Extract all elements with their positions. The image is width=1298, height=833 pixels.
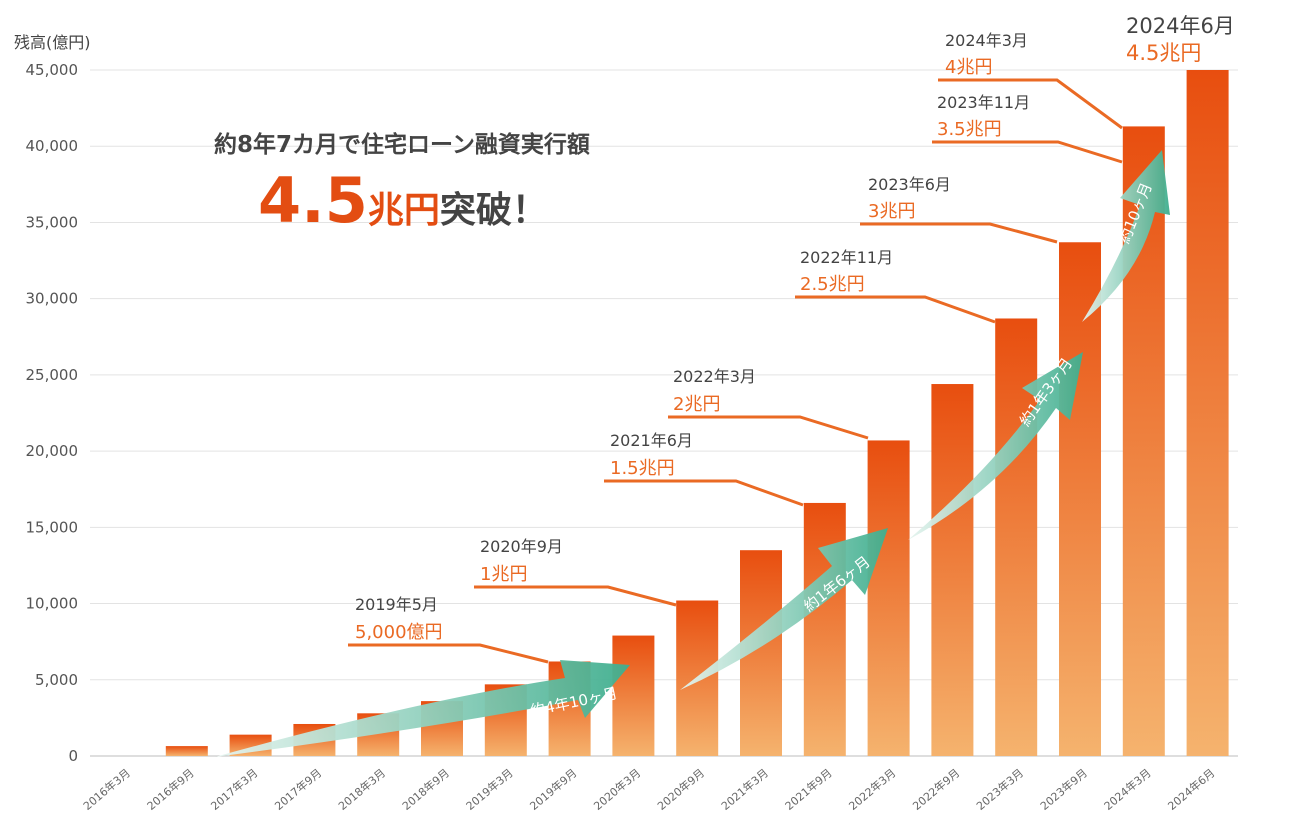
- milestone-leader-line: [348, 643, 549, 664]
- milestone-amount: 5,000億円: [355, 622, 443, 643]
- milestone-amount: 1兆円: [480, 564, 527, 585]
- milestone-leader-line: [932, 140, 1123, 164]
- interval-arrow: [215, 660, 630, 757]
- milestone-date: 2020年9月: [480, 537, 563, 556]
- y-tick-label: 30,000: [26, 290, 79, 308]
- y-tick-label: 0: [68, 747, 78, 765]
- milestone-date: 2022年11月: [800, 248, 893, 267]
- y-axis-label: 残高(億円): [14, 33, 91, 52]
- milestone-date: 2023年6月: [868, 175, 951, 194]
- milestone-date: 2024年3月: [945, 31, 1028, 50]
- y-tick-label: 45,000: [26, 61, 79, 79]
- milestone-date: 2023年11月: [937, 93, 1030, 112]
- final-milestone-amount: 4.5兆円: [1126, 41, 1201, 65]
- milestone-amount: 1.5兆円: [610, 458, 675, 479]
- y-tick-label: 10,000: [26, 595, 79, 613]
- milestone-leaders: 2019年5月 5,000億円 2020年9月 1兆円 2021年6月 1.5兆円 2022…: [348, 31, 1123, 664]
- headline-unit: 兆円: [368, 190, 440, 231]
- gridlines: 0 5,000 10,000 15,000 20,000 25,000 30,000 35,0…: [26, 61, 1238, 765]
- y-tick-label: 20,000: [26, 442, 79, 460]
- x-tick-label: 2020年3月: [591, 766, 644, 813]
- y-tick-label: 15,000: [26, 518, 79, 536]
- bar: [1186, 70, 1229, 756]
- milestone-leader-line: [604, 479, 804, 507]
- bar: [867, 440, 910, 756]
- milestone-leader-line: [938, 78, 1123, 130]
- milestone-amount: 2兆円: [673, 394, 720, 415]
- x-tick-label: 2020年9月: [654, 766, 707, 813]
- bar: [931, 384, 974, 756]
- y-tick-label: 40,000: [26, 137, 79, 155]
- y-tick-label: 5,000: [35, 671, 78, 689]
- milestone-amount: 3兆円: [868, 201, 915, 222]
- milestone-amount: 3.5兆円: [937, 119, 1002, 140]
- milestone-leader-line: [668, 415, 869, 440]
- x-tick-label: 2018年9月: [399, 766, 452, 813]
- headline-line1: 約8年7カ月で住宅ローン融資実行額: [214, 131, 590, 158]
- x-tick-label: 2017年9月: [272, 766, 325, 813]
- x-tick-label: 2017年3月: [208, 766, 261, 813]
- x-tick-label: 2024年6月: [1165, 766, 1218, 813]
- headline-number: 4.5: [258, 164, 368, 237]
- final-milestone-date: 2024年6月: [1126, 14, 1235, 38]
- x-tick-label: 2021年9月: [782, 766, 835, 813]
- y-tick-label: 35,000: [26, 213, 79, 231]
- milestone-amount: 4兆円: [945, 57, 992, 78]
- x-tick-label: 2019年3月: [463, 766, 516, 813]
- svg-text:4.5兆円突破！: 4.5兆円突破！: [258, 164, 548, 237]
- x-tick-label: 2024年3月: [1101, 766, 1154, 813]
- headline: 約8年7カ月で住宅ローン融資実行額 4.5兆円突破！: [214, 131, 590, 237]
- x-axis-labels: 2016年3月 2016年9月 2017年3月 2017年9月 2018年3月 2018年…: [80, 766, 1217, 813]
- headline-suffix: 突破！: [440, 190, 548, 231]
- bar: [803, 502, 846, 756]
- x-tick-label: 2023年3月: [973, 766, 1026, 813]
- bar: [612, 635, 655, 756]
- milestone-date: 2021年6月: [610, 431, 693, 450]
- y-tick-label: 25,000: [26, 366, 79, 384]
- milestone-leader-line: [474, 585, 677, 607]
- x-tick-label: 2018年3月: [335, 766, 388, 813]
- milestone-leader-line: [860, 222, 1058, 244]
- milestone-leader-line: [795, 295, 996, 324]
- interval-arrow: [1082, 150, 1170, 322]
- bar: [165, 746, 208, 756]
- milestone-date: 2022年3月: [673, 367, 756, 386]
- x-tick-label: 2023年9月: [1037, 766, 1090, 813]
- final-milestone: 2024年6月 4.5兆円: [1126, 14, 1235, 65]
- x-tick-label: 2022年3月: [846, 766, 899, 813]
- x-tick-label: 2016年9月: [144, 766, 197, 813]
- x-tick-label: 2021年3月: [718, 766, 771, 813]
- x-tick-label: 2022年9月: [910, 766, 963, 813]
- milestone-amount: 2.5兆円: [800, 274, 865, 295]
- x-tick-label: 2019年9月: [527, 766, 580, 813]
- milestone-date: 2019年5月: [355, 595, 438, 614]
- x-tick-label: 2016年3月: [80, 766, 133, 813]
- interval-arrow: [680, 528, 888, 690]
- bar: [1059, 242, 1101, 757]
- interval-arrow: [908, 352, 1083, 540]
